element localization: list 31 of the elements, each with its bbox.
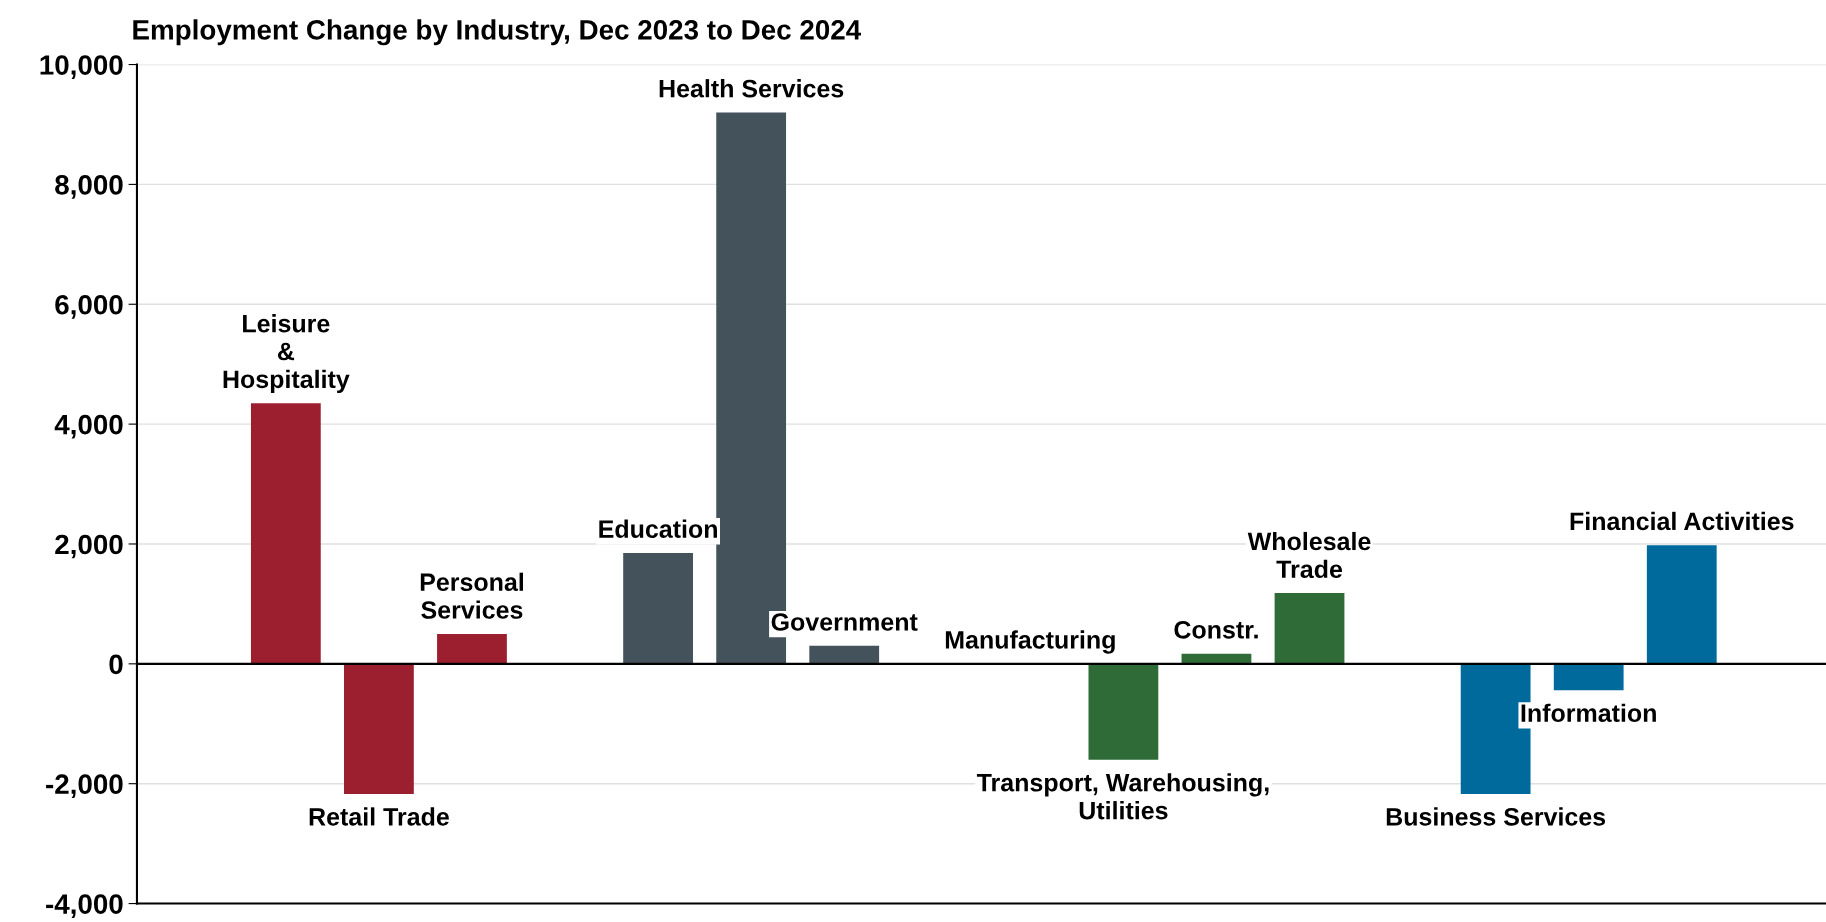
y-tick-label: 2,000: [55, 534, 123, 559]
bar: [1553, 663, 1624, 691]
bar: [250, 403, 321, 664]
chart-title: Employment Change by Industry, Dec 2023 to Dec 2024: [133, 19, 861, 46]
bar: [437, 633, 507, 664]
x-tick-label: Leisure & Hospitality: [223, 314, 350, 394]
bar: [344, 663, 414, 794]
y-tick-label: -4,000: [46, 894, 123, 918]
x-tick-label: Personal Services: [420, 572, 523, 619]
y-tick-label: 0: [109, 654, 123, 675]
x-tick-label: Manufacturing: [945, 630, 1115, 654]
y-tick-label: 4,000: [54, 414, 123, 439]
x-tick-label: Financial Activities: [1570, 511, 1794, 531]
y-tick-label: -2,000: [46, 774, 123, 799]
bar: [623, 552, 693, 664]
x-tick-label: Wholesale Trade: [1247, 531, 1371, 579]
x-tick-label: Business Services: [1386, 807, 1606, 826]
x-tick-label: Government: [771, 613, 918, 631]
bar: [1646, 545, 1717, 664]
bar: [1088, 663, 1159, 760]
x-tick-label: Information: [1521, 703, 1656, 722]
x-tick-label: Retail Trade: [309, 807, 449, 826]
x-tick-label: Constr.: [1174, 620, 1258, 639]
y-tick-label: 6,000: [55, 294, 123, 319]
x-tick-label: Health Services: [659, 79, 844, 98]
bar: [809, 645, 880, 664]
y-tick-label: 8,000: [55, 175, 123, 199]
y-tick-label: 10,000: [40, 55, 123, 79]
bar: [1274, 593, 1345, 664]
x-tick-label: Transport, Warehousing, Utilities: [976, 773, 1269, 820]
x-tick-label: Education: [599, 519, 717, 538]
